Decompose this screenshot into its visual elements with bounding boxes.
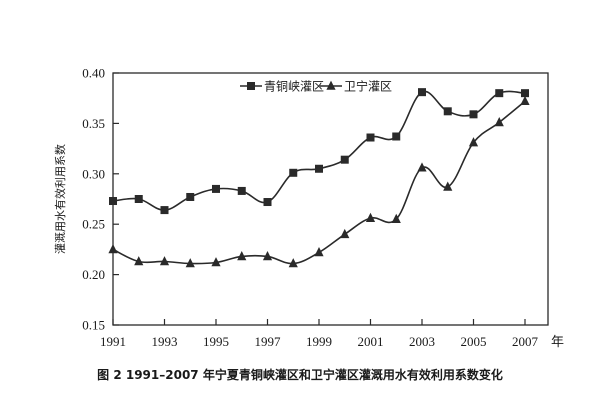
data-point [521,89,529,98]
data-point [418,88,426,97]
x-tick-label: 1995 [203,334,229,349]
y-tick-label: 0.40 [82,66,105,81]
data-point [520,95,530,106]
y-axis-label: 灌溉用水有效利用系数 [53,144,67,254]
data-point [134,256,144,266]
data-point [134,195,143,203]
x-tick-label: 1999 [306,334,332,349]
data-point [314,247,324,257]
data-point [108,244,118,254]
data-point [495,89,504,98]
data-point [237,251,247,261]
y-tick-label: 0.35 [82,116,105,131]
data-point [366,133,375,142]
legend-item-1: 青铜峡灌区 [240,79,324,94]
x-tick-labels: 1991 1993 1995 1997 1999 2001 2003 2005 2007 [100,334,539,349]
y-tick-label: 0.20 [82,267,105,282]
data-point [160,206,169,215]
series-line [112,90,526,211]
series-2 [108,95,530,268]
data-point [340,228,350,239]
legend-item-2: 卫宁灌区 [320,79,392,94]
data-point [237,186,246,195]
y-tick-label: 0.30 [82,166,105,181]
series-1 [109,88,529,215]
data-point [185,258,195,268]
data-point [211,257,221,267]
data-point [340,155,349,164]
data-point [494,116,504,127]
x-tick-label: 1993 [152,334,178,349]
legend-marker [247,82,255,90]
data-point [109,197,117,206]
legend: 青铜峡灌区 卫宁灌区 [240,79,392,94]
plot-frame [112,72,549,326]
data-point [159,256,170,266]
axes [112,72,549,326]
data-point [392,132,401,141]
data-point [443,107,452,116]
data-point [289,168,298,177]
series-layer [108,88,530,268]
data-point [443,181,453,191]
data-point [417,162,427,172]
data-point [469,110,478,119]
data-point [315,164,323,173]
figure-caption: 图 2 1991–2007 年宁夏青铜峡灌区和卫宁灌区灌溉用水有效利用系数变化 [97,368,503,382]
x-tick-label: 1997 [255,334,282,349]
data-point [365,212,376,222]
data-point [288,258,298,268]
data-point [212,184,220,193]
y-tick-labels: 0.15 0.20 0.25 0.30 0.35 0.40 [82,66,105,333]
x-tick-label: 2003 [409,334,435,349]
data-point [186,192,195,201]
data-point [262,251,273,261]
x-tick-label: 1991 [100,334,126,349]
data-point [263,198,272,207]
series-line [112,100,526,265]
data-point [468,137,479,147]
x-tick-label: 2005 [461,334,487,349]
data-point [391,213,401,223]
x-tick-label: 2001 [358,334,384,349]
y-tick-label: 0.25 [82,217,105,232]
x-tick-label: 2007 [512,334,539,349]
x-axis-label: 年 [551,335,564,350]
legend-label: 卫宁灌区 [344,79,392,94]
y-tick-label: 0.15 [82,318,105,333]
legend-marker [326,80,336,90]
legend-label: 青铜峡灌区 [264,79,324,94]
